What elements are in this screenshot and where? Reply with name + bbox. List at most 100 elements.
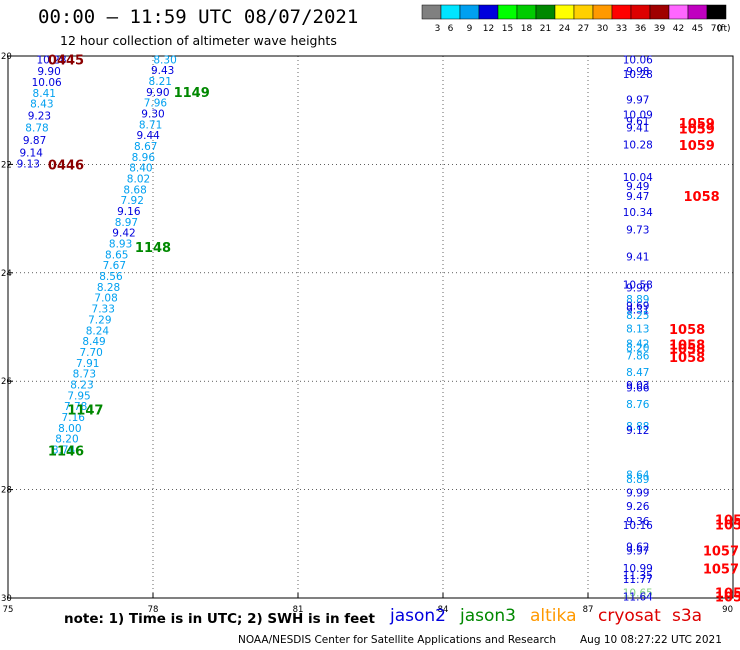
legend-swatch bbox=[554, 4, 575, 20]
legend-label: 33 bbox=[616, 24, 627, 34]
swh-value-label: 11.77 bbox=[623, 574, 653, 586]
swh-value-label: 9.97 bbox=[626, 545, 649, 557]
swh-value-label: 9.26 bbox=[626, 501, 650, 513]
legend-label: 3 bbox=[435, 24, 441, 34]
satellite-name-jason2: jason2 bbox=[390, 606, 446, 626]
swh-value-label: 9.90 bbox=[626, 282, 649, 294]
swh-value-label: 7.78 bbox=[64, 401, 87, 413]
swh-value-label: 9.14 bbox=[20, 147, 44, 159]
legend-label: 42 bbox=[673, 24, 684, 34]
satellite-name-cryosat: cryosat bbox=[598, 606, 661, 626]
swh-value-label: 10.06 bbox=[32, 77, 62, 89]
swh-value-label: 8.02 bbox=[127, 173, 150, 185]
legend-swatch bbox=[421, 4, 442, 20]
swh-value-label: 8.41 bbox=[33, 88, 56, 100]
y-tick-label: 28 bbox=[1, 486, 12, 496]
swh-value-label: 8.97 bbox=[115, 217, 138, 229]
legend-swatch bbox=[668, 4, 689, 20]
swh-value-label: 8.23 bbox=[70, 379, 93, 391]
time-label: 1057 bbox=[703, 563, 739, 578]
swh-value-label: 9.16 bbox=[117, 206, 141, 218]
swh-value-label: 9.43 bbox=[151, 65, 174, 77]
swh-value-label: 7.91 bbox=[76, 358, 99, 370]
legend-label: 39 bbox=[654, 24, 666, 34]
footer-note: note: 1) Time is in UTC; 2) SWH is in fe… bbox=[64, 611, 375, 627]
legend-swatch bbox=[459, 4, 480, 20]
x-tick-label: 90 bbox=[722, 605, 733, 615]
swh-value-label: 8.42 bbox=[626, 338, 649, 350]
legend-label: 15 bbox=[502, 24, 513, 34]
swh-value-label: 8.78 bbox=[25, 123, 48, 135]
legend-label: 12 bbox=[483, 24, 494, 34]
legend-swatch bbox=[516, 4, 537, 20]
swh-value-label: 9.30 bbox=[141, 108, 164, 120]
chart-grid bbox=[8, 56, 733, 598]
swh-value-label: 9.31 bbox=[626, 305, 649, 317]
swh-value-label: 8.20 bbox=[55, 434, 78, 446]
swh-value-label: 8.96 bbox=[132, 152, 156, 164]
swh-value-label: 7.86 bbox=[626, 351, 650, 363]
time-label: 1059 bbox=[679, 139, 715, 154]
time-label: 1057 bbox=[715, 518, 740, 533]
swh-value-label: 8.00 bbox=[58, 423, 81, 435]
legend-label: 21 bbox=[540, 24, 551, 34]
swh-value-label: 8.30 bbox=[153, 54, 176, 66]
swh-value-label: 7.70 bbox=[79, 347, 102, 359]
time-label: 1058 bbox=[669, 351, 705, 366]
swh-value-label: 7.96 bbox=[144, 98, 168, 110]
swh-value-label: 10.09 bbox=[623, 110, 653, 122]
time-label: 1057 bbox=[703, 544, 739, 559]
swh-value-label: 8.67 bbox=[134, 141, 157, 153]
swh-value-label: 9.23 bbox=[28, 111, 51, 123]
swh-value-label: 9.69 bbox=[626, 300, 649, 312]
swh-value-label: 8.93 bbox=[109, 239, 132, 251]
swh-value-label: 8.74 bbox=[52, 444, 76, 456]
swh-value-label: 9.12 bbox=[626, 425, 649, 437]
time-label: 1058 bbox=[669, 338, 705, 353]
footer-timestamp: Aug 10 08:27:22 UTC 2021 bbox=[580, 634, 722, 646]
swh-values: 10.289.9010.068.418.439.238.789.879.149.… bbox=[17, 54, 654, 603]
swh-value-label: 8.64 bbox=[626, 469, 650, 481]
swh-value-label: 9.41 bbox=[626, 123, 649, 135]
swh-value-label: 9.90 bbox=[146, 87, 169, 99]
legend-label: 30 bbox=[597, 24, 609, 34]
swh-value-label: 10.58 bbox=[623, 280, 653, 292]
swh-value-label: 7.92 bbox=[121, 195, 144, 207]
color-scale-legend: 3 6 9 12 15 18 21 24 27 30 33 36 39 42 45 70(ft) bbox=[421, 4, 731, 34]
time-label: 1146 bbox=[48, 445, 84, 460]
legend-label: 18 bbox=[521, 24, 533, 34]
time-label: 1059 bbox=[679, 117, 715, 132]
time-label: 1056 bbox=[715, 587, 740, 602]
swh-value-label: 9.41 bbox=[626, 252, 649, 264]
y-tick-label: 22 bbox=[1, 160, 12, 170]
time-label: 1149 bbox=[174, 86, 210, 101]
legend-swatch bbox=[630, 4, 651, 20]
swh-value-label: 8.13 bbox=[626, 324, 649, 336]
swh-value-label: 9.73 bbox=[626, 224, 649, 236]
swh-value-label: 8.25 bbox=[626, 310, 649, 322]
swh-value-label: 7.67 bbox=[103, 260, 126, 272]
swh-value-label: 10.04 bbox=[623, 172, 653, 184]
swh-value-label: 8.65 bbox=[105, 249, 128, 261]
swh-value-label: 10.28 bbox=[623, 69, 653, 81]
swh-value-label: 8.71 bbox=[139, 119, 162, 131]
swh-value-label: 9.61 bbox=[626, 116, 649, 128]
swh-value-label: 7.33 bbox=[92, 304, 115, 316]
legend-swatch bbox=[706, 4, 727, 20]
swh-value-label: 9.13 bbox=[17, 158, 40, 170]
swh-value-label: 8.89 bbox=[626, 294, 649, 306]
x-tick-label: 84 bbox=[438, 605, 449, 615]
swh-value-label: 9.44 bbox=[136, 130, 160, 142]
footer-credit: NOAA/NESDIS Center for Satellite Applica… bbox=[238, 634, 556, 646]
x-tick-label: 81 bbox=[293, 605, 304, 615]
chart-axes: 75 78 81 84 87 90 20 22 24 26 28 30 bbox=[1, 52, 734, 615]
swh-value-label: 9.36 bbox=[626, 516, 650, 528]
time-label: 1058 bbox=[669, 343, 705, 358]
chart-title: 00:00 – 11:59 UTC 08/07/2021 bbox=[38, 6, 359, 28]
swh-value-label: 8.49 bbox=[82, 336, 105, 348]
x-tick-label: 75 bbox=[3, 605, 14, 615]
satellite-name-altika: altika bbox=[530, 606, 577, 626]
swh-value-label: 8.28 bbox=[97, 282, 120, 294]
legend-label: 70 bbox=[711, 24, 723, 34]
